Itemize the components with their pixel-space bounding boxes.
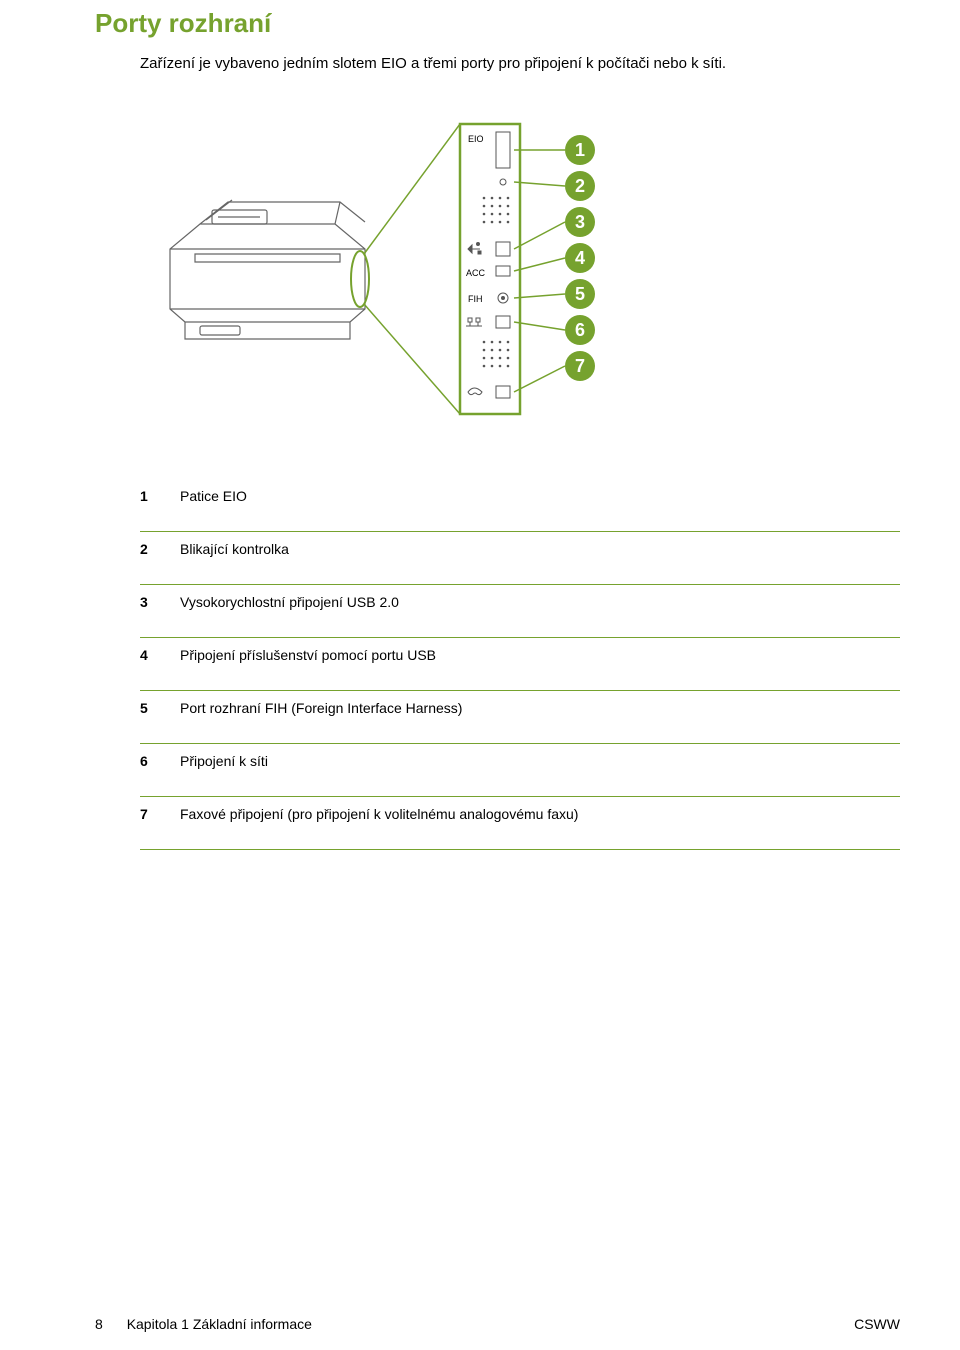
panel-label-acc: ACC	[466, 268, 486, 278]
table-row: 4Připojení příslušenství pomocí portu US…	[140, 638, 900, 673]
table-row: 5Port rozhraní FIH (Foreign Interface Ha…	[140, 691, 900, 726]
table-row-number: 5	[140, 691, 180, 726]
page-footer: 8 Kapitola 1 Základní informace CSWW	[0, 1316, 960, 1332]
diagram-badge-number: 3	[575, 212, 585, 232]
table-row-text: Faxové připojení (pro připojení k volite…	[180, 797, 900, 832]
table-row-text: Připojení příslušenství pomocí portu USB	[180, 638, 900, 673]
table-row: 3Vysokorychlostní připojení USB 2.0	[140, 585, 900, 620]
section-heading: Porty rozhraní	[95, 8, 900, 39]
diagram-badge-number: 1	[575, 140, 585, 160]
table-row-text: Vysokorychlostní připojení USB 2.0	[180, 585, 900, 620]
table-row-number: 6	[140, 744, 180, 779]
diagram-badge-number: 4	[575, 248, 585, 268]
table-row-text: Připojení k síti	[180, 744, 900, 779]
footer-chapter: Kapitola 1 Základní informace	[127, 1316, 312, 1332]
panel-label-fih: FIH	[468, 294, 483, 304]
table-row-number: 7	[140, 797, 180, 832]
diagram-badge-number: 5	[575, 284, 585, 304]
table-row: 2Blikající kontrolka	[140, 532, 900, 567]
table-row-number: 2	[140, 532, 180, 567]
heading-text: Porty rozhraní	[95, 8, 271, 38]
table-row: 6Připojení k síti	[140, 744, 900, 779]
port-diagram: EIO A	[140, 104, 900, 439]
diagram-badge-number: 2	[575, 176, 585, 196]
diagram-badge-number: 6	[575, 320, 585, 340]
intro-paragraph: Zařízení je vybaveno jedním slotem EIO a…	[140, 53, 900, 74]
table-row-text: Port rozhraní FIH (Foreign Interface Har…	[180, 691, 900, 726]
diagram-badge-number: 7	[575, 356, 585, 376]
port-legend-table: 1Patice EIO2Blikající kontrolka3Vysokory…	[140, 479, 900, 850]
panel-label-eio: EIO	[468, 134, 484, 144]
table-row: 7Faxové připojení (pro připojení k volit…	[140, 797, 900, 832]
table-row-number: 4	[140, 638, 180, 673]
footer-page-number: 8	[95, 1316, 103, 1332]
table-row-number: 3	[140, 585, 180, 620]
footer-right: CSWW	[854, 1316, 900, 1332]
table-row-number: 1	[140, 479, 180, 513]
table-row-text: Blikající kontrolka	[180, 532, 900, 567]
table-row: 1Patice EIO	[140, 479, 900, 513]
table-row-text: Patice EIO	[180, 479, 900, 513]
